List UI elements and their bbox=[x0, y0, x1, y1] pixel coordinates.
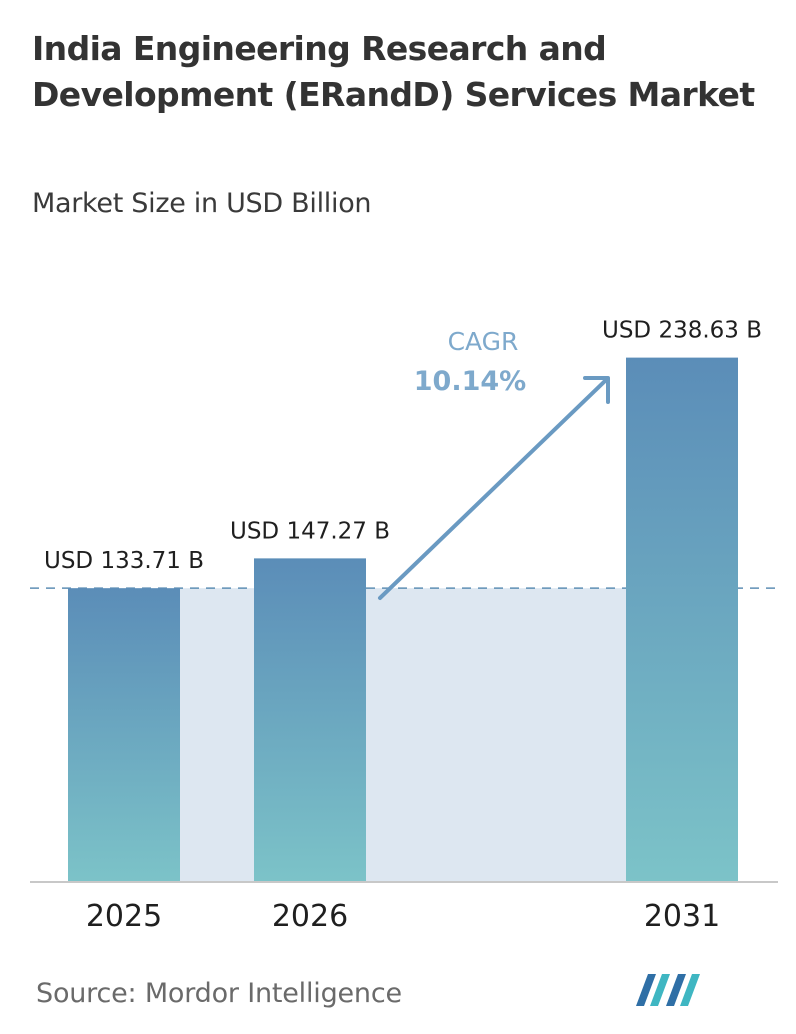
chart-subtitle: Market Size in USD Billion bbox=[32, 188, 372, 219]
mordor-intelligence-logo-icon bbox=[636, 974, 700, 1006]
cagr-arrow bbox=[378, 376, 610, 600]
value-label-2025: USD 133.71 B bbox=[44, 548, 204, 574]
source-credit: Source: Mordor Intelligence bbox=[36, 978, 402, 1009]
x-tick-label-2031: 2031 bbox=[644, 899, 720, 934]
cagr-value: 10.14% bbox=[414, 366, 526, 397]
bar-2031 bbox=[626, 357, 738, 882]
value-label-2026: USD 147.27 B bbox=[230, 518, 390, 544]
cagr-label: CAGR bbox=[448, 327, 519, 356]
baseline-band bbox=[366, 588, 626, 882]
value-label-2031: USD 238.63 B bbox=[602, 318, 762, 344]
chart-title: India Engineering Research and Developme… bbox=[32, 29, 755, 114]
x-tick-label-2026: 2026 bbox=[272, 899, 348, 934]
x-tick-label-2025: 2025 bbox=[86, 899, 162, 934]
baseline-band bbox=[180, 588, 254, 882]
bar-chart: USD 133.71 B USD 147.27 B USD 238.63 B 202… bbox=[30, 318, 780, 934]
bar-2026 bbox=[254, 558, 366, 882]
bar-2025 bbox=[68, 588, 180, 882]
